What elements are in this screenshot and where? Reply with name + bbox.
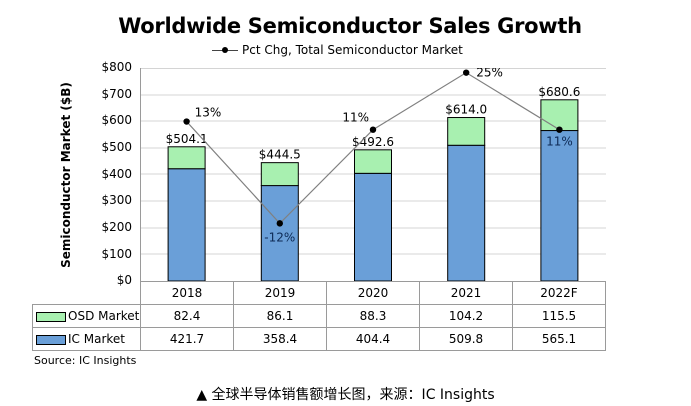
y-tick: $300 <box>101 193 132 207</box>
total-label: $680.6 <box>538 85 580 99</box>
total-label: $614.0 <box>445 103 487 117</box>
chart-title: Worldwide Semiconductor Sales Growth <box>118 14 582 38</box>
ic-legend-cell: IC Market <box>32 327 141 351</box>
ic-value: 509.8 <box>419 327 513 351</box>
stacked-bars: $504.1 $444.5 $492.6 $614.0 $680.6 <box>166 85 580 281</box>
year-cell: 2020 <box>326 281 420 305</box>
pct-label: 11% <box>546 135 573 149</box>
line-point <box>183 118 190 125</box>
pct-label: 13% <box>195 106 222 120</box>
line-legend-label: Pct Chg, Total Semiconductor Market <box>242 43 463 57</box>
ic-value: 404.4 <box>326 327 420 351</box>
ic-bar <box>354 172 392 281</box>
ic-bar <box>540 130 579 281</box>
ic-swatch-icon <box>36 334 66 345</box>
total-label: $504.1 <box>166 132 208 146</box>
ic-value: 358.4 <box>233 327 327 351</box>
year-cell: 2019 <box>233 281 327 305</box>
ic-bar <box>260 185 299 281</box>
pct-label: 11% <box>342 111 369 125</box>
line-point <box>556 126 563 133</box>
osd-value: 88.3 <box>326 304 420 328</box>
line-point <box>369 126 377 133</box>
osd-value: 86.1 <box>233 304 327 328</box>
year-cell: 2021 <box>419 281 513 305</box>
line-point <box>276 220 283 227</box>
ic-value: 565.1 <box>512 327 606 351</box>
osd-value: 82.4 <box>140 304 234 328</box>
year-cell: 2022F <box>512 281 606 305</box>
osd-bar <box>540 99 579 132</box>
osd-bar <box>447 117 486 146</box>
ic-bar <box>447 144 486 281</box>
y-tick: $700 <box>101 87 132 101</box>
osd-swatch-icon <box>36 311 66 322</box>
osd-bar <box>260 162 299 187</box>
year-cell: 2018 <box>140 281 234 305</box>
y-tick: $100 <box>101 247 132 261</box>
y-tick: $500 <box>101 140 132 154</box>
y-tick: $400 <box>101 167 132 181</box>
total-label: $444.5 <box>259 148 301 162</box>
pct-label: 25% <box>476 68 503 80</box>
osd-bar <box>354 149 392 174</box>
figure-caption: ▲ 全球半导体销售额增长图，来源：IC Insights <box>196 387 495 403</box>
pct-change-line: 13% -12% 11% 25% 11% <box>183 68 573 244</box>
y-tick: $200 <box>101 220 132 234</box>
y-tick: $800 <box>101 60 132 74</box>
y-axis-label: Semiconductor Market ($B) <box>59 82 73 268</box>
pct-label: -12% <box>264 230 295 244</box>
source-note: Source: IC Insights <box>34 354 137 367</box>
plot-area: $504.1 $444.5 $492.6 $614.0 $680.6 13% -12% 11… <box>140 68 606 281</box>
data-table: 2018 2019 2020 2021 2022F OSD Market 82.… <box>32 281 606 351</box>
y-tick: $600 <box>101 113 132 127</box>
osd-legend-cell: OSD Market <box>32 304 141 328</box>
table-row-ic: IC Market 421.7 358.4 404.4 509.8 565.1 <box>32 327 606 351</box>
ic-value: 421.7 <box>140 327 234 351</box>
line-point <box>463 69 470 76</box>
osd-bar <box>167 146 206 170</box>
table-row-osd: OSD Market 82.4 86.1 88.3 104.2 115.5 <box>32 304 606 328</box>
line-marker-icon <box>212 45 238 55</box>
osd-value: 115.5 <box>512 304 606 328</box>
osd-value: 104.2 <box>419 304 513 328</box>
ic-bar <box>167 168 206 281</box>
table-header-row: 2018 2019 2020 2021 2022F <box>32 281 606 305</box>
total-label: $492.6 <box>352 135 394 149</box>
line-legend: Pct Chg, Total Semiconductor Market <box>212 42 463 58</box>
